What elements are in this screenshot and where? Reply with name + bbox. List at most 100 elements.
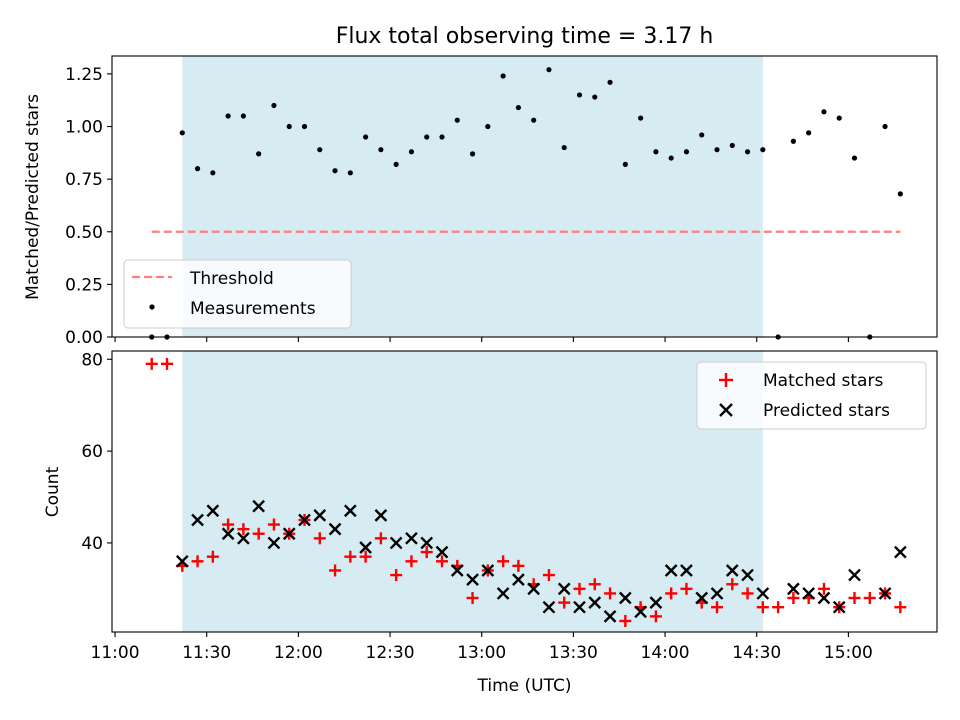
predicted-marker-b [237, 531, 250, 545]
matched-star-marker [191, 555, 204, 568]
predicted-star-marker [237, 531, 250, 545]
predicted-star-marker [832, 600, 846, 614]
predicted-marker-b [695, 591, 709, 605]
predicted-marker-b [725, 564, 739, 577]
predicted-star-marker [405, 531, 418, 545]
time-tick-label: 11:00 [91, 643, 140, 663]
measurement-point [851, 155, 858, 161]
predicted-marker-b [817, 591, 831, 605]
measurement-point [592, 94, 598, 100]
predicted-star-marker [817, 591, 831, 605]
measurement-point [500, 73, 506, 79]
time-tick-label: 13:00 [457, 643, 506, 663]
matched-star-marker [787, 592, 800, 605]
measurement-point [271, 102, 277, 109]
ratio-legend-box [123, 259, 352, 329]
predicted-star-marker [191, 513, 204, 527]
predicted-marker-b [481, 564, 495, 577]
predicted-star-marker [787, 582, 800, 596]
time-tick-label: 14:00 [641, 643, 690, 663]
ratio-panel-frame [111, 55, 938, 338]
time-tick-label: 12:30 [366, 643, 415, 663]
matched-star-marker [252, 527, 265, 540]
count-y-tick-label: 60 [81, 442, 103, 462]
ratio-y-tick-label: 1.00 [65, 118, 103, 138]
predicted-marker-b [374, 509, 388, 522]
predicted-star-marker [649, 596, 663, 609]
legend-measurements-swatch [149, 304, 155, 310]
legend-predicted-label: Predicted stars [763, 401, 890, 421]
matched-star-marker [619, 614, 632, 627]
matched-star-marker [588, 578, 601, 591]
ratio-y-tick-label: 0.00 [65, 328, 103, 348]
predicted-marker-b [221, 527, 235, 541]
ratio-legend: Threshold Measurements [123, 259, 352, 329]
matched-star-marker [741, 587, 754, 600]
matched-star-marker [390, 569, 403, 582]
measurement-point [806, 130, 812, 136]
predicted-marker-b [405, 531, 418, 545]
measurement-point [821, 109, 827, 115]
predicted-marker-b [450, 564, 464, 577]
predicted-marker-b [175, 554, 189, 568]
measurement-point [454, 117, 460, 123]
predicted-star-marker [618, 591, 632, 605]
predicted-star-marker [527, 582, 541, 596]
predicted-marker-b [680, 564, 693, 577]
predicted-marker-b [802, 587, 816, 600]
measurement-point [760, 147, 766, 153]
measurement-point [531, 117, 537, 123]
observing-span-bottom [182, 351, 763, 632]
measurement-point [286, 123, 292, 130]
predicted-marker-b [848, 568, 861, 582]
ratio-y-tick-label: 0.75 [65, 170, 103, 190]
predicted-star-marker [741, 568, 754, 582]
predicted-marker-b [756, 587, 770, 600]
matched-star-marker [222, 518, 235, 531]
measurement-point [515, 104, 521, 111]
predicted-star-marker [802, 587, 816, 600]
count-y-tick-label: 80 [81, 350, 103, 370]
predicted-marker-b [512, 573, 525, 587]
count-legend: Matched stars Predicted stars [696, 361, 927, 430]
predicted-star-marker [313, 509, 327, 522]
predicted-star-marker [695, 591, 709, 605]
predicted-star-marker [634, 605, 647, 619]
matched-star-marker [405, 555, 418, 568]
count-x-axis: 11:00 11:30 12:00 12:30 13:00 13:30 14:00 14:30… [91, 632, 873, 663]
predicted-star-marker [557, 582, 571, 596]
measurement-point [347, 170, 353, 176]
predicted-marker-b [343, 504, 357, 518]
matched-star-marker [374, 532, 387, 545]
count-legend-box [696, 361, 927, 430]
predicted-marker-b [466, 573, 479, 587]
measurement-point [408, 149, 415, 155]
matched-star-marker [267, 518, 280, 531]
predicted-marker-b [573, 600, 586, 614]
predicted-marker-b [420, 536, 434, 550]
predicted-marker-b [787, 582, 800, 596]
predicted-marker-b [710, 587, 724, 600]
measurement-point [744, 149, 751, 155]
time-tick-label: 13:30 [549, 643, 598, 663]
predicted-star-marker [725, 564, 739, 577]
predicted-marker-b [496, 587, 510, 600]
predicted-star-marker [450, 564, 464, 577]
predicted-star-marker [328, 522, 342, 536]
predicted-star-marker [267, 536, 281, 550]
matched-star-marker [604, 587, 617, 600]
measurement-point [210, 170, 216, 176]
predicted-star-marker [175, 554, 189, 568]
matched-star-marker [206, 550, 219, 563]
measurement-point [240, 113, 246, 119]
predicted-star-marker [389, 536, 403, 550]
predicted-marker-b [618, 591, 632, 605]
predicted-star-marker [512, 573, 525, 587]
predicted-marker-b [588, 596, 602, 609]
predicted-star-marker [893, 545, 907, 559]
measurement-point [683, 149, 690, 155]
predicted-marker-b [664, 564, 678, 577]
measurement-point [836, 115, 842, 121]
measurement-point [576, 92, 583, 98]
ratio-y-tick-label: 0.25 [65, 275, 103, 295]
